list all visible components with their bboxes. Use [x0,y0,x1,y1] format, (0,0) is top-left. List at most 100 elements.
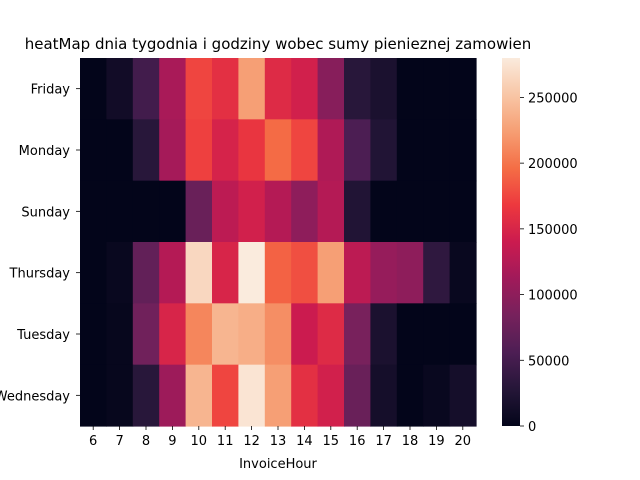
heatmap-cell [106,364,134,427]
heatmap-cell [291,119,319,182]
colorbar [502,58,520,426]
x-tick-label: 15 [323,434,340,449]
x-tick-label: 12 [243,434,260,449]
y-tick-label: Monday [19,144,71,159]
x-tick-label: 8 [142,434,150,449]
heatmap-cell [132,242,160,304]
colorbar-ticks: 0 50000 100000 150000 200000 250000 [520,91,578,435]
x-axis-label: InvoiceHour [239,457,317,472]
heatmap-cell [449,364,477,427]
x-tick-label: 6 [89,434,97,449]
colorbar-tick-label: 0 [528,420,536,435]
heatmap-cell [370,364,398,427]
chart-title: heatMap dnia tygodnia i godziny wobec su… [25,35,532,53]
heatmap-cell [212,119,239,182]
heatmap-cell [159,303,187,366]
heatmap-cell [238,303,266,366]
x-tick-label: 7 [115,434,123,449]
heatmap-cell [212,58,239,120]
heatmap-cell [317,58,345,120]
x-tick-label: 20 [455,434,472,449]
heatmap-cell [317,119,345,182]
heatmap-cell [396,242,424,304]
heatmap-cell [159,119,187,182]
heatmap-cell [185,303,213,366]
heatmap-cell [106,242,134,304]
heatmap-cell [80,242,107,304]
heatmap-cell [132,364,160,427]
heatmap-cell [344,364,371,427]
heatmap-cell [344,58,371,120]
x-tick-label: 16 [349,434,366,449]
heatmap-cell [238,364,266,427]
heatmap-cell [80,180,107,243]
heatmap-cell [185,180,213,243]
heatmap-cell [291,364,319,427]
y-tick-label: Tuesday [16,328,70,343]
colorbar-tick-label: 100000 [528,289,578,304]
heatmap-cell [396,303,424,366]
heatmap-cell [344,303,371,366]
heatmap-cell [212,180,239,243]
heatmap-cell [291,58,319,120]
x-tick-label: 11 [217,434,234,449]
heatmap-cell [449,180,477,243]
heatmap-cell [106,303,134,366]
heatmap-cell [291,303,319,366]
heatmap-cell [449,303,477,366]
heatmap-cell [212,303,239,366]
heatmap-cell [185,119,213,182]
heatmap-cell [291,180,319,243]
heatmap-cell [159,58,187,120]
heatmap-cell [396,58,424,120]
heatmap-cell [449,119,477,182]
heatmap-cell [370,180,398,243]
heatmap-cell [185,242,213,304]
y-tick-label: Friday [31,83,71,98]
heatmap-cell [396,364,424,427]
x-tick-label: 9 [168,434,176,449]
heatmap-cell [238,242,266,304]
heatmap-cell [423,180,451,243]
heatmap-cell [423,364,451,427]
x-tick-label: 14 [296,434,313,449]
heatmap-cell [80,58,107,120]
heatmap-cell [264,303,292,366]
heatmap-cell [396,180,424,243]
heatmap-cell [185,58,213,120]
heatmap-cell [423,242,451,304]
heatmap-cell [185,364,213,427]
heatmap-cell [132,303,160,366]
colorbar-tick-label: 50000 [528,354,569,369]
colorbar-tick-label: 250000 [528,91,578,106]
colorbar-tick-label: 200000 [528,157,578,172]
x-tick-label: 17 [375,434,392,449]
heatmap-cell [106,58,134,120]
x-tick-label: 10 [191,434,208,449]
heatmap-cell [370,58,398,120]
heatmap-cell [423,119,451,182]
heatmap-cell [106,119,134,182]
heatmap-cell [317,242,345,304]
heatmap-cell [317,180,345,243]
heatmap-cell [449,242,477,304]
x-tick-label: 13 [270,434,287,449]
y-tick-label: Sunday [21,205,70,220]
heatmap-cell [80,303,107,366]
heatmap-cell [80,364,107,427]
heatmap-cell [370,303,398,366]
x-tick-label: 19 [428,434,445,449]
heatmap-cell [159,364,187,427]
y-axis-ticks: Friday Monday Sunday Thursday Tuesday Wednesd… [0,83,80,404]
heatmap-cell [238,180,266,243]
heatmap-cell [423,303,451,366]
heatmap-cell [264,119,292,182]
heatmap-cell [159,180,187,243]
heatmap-cell [132,180,160,243]
heatmap-cell [264,180,292,243]
x-tick-label: 18 [402,434,419,449]
heatmap-cell [449,58,477,120]
y-tick-label: Wednesday [0,389,70,404]
heatmap-cell [238,58,266,120]
